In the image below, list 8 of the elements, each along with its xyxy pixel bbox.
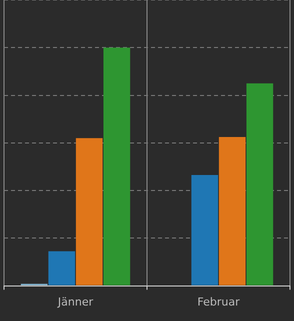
bar xyxy=(76,138,103,286)
bar xyxy=(246,83,274,286)
bar xyxy=(218,136,246,286)
x-tick-label: Jänner xyxy=(56,295,94,308)
bar xyxy=(191,175,218,286)
bar xyxy=(48,251,76,286)
x-tick-label: Februar xyxy=(197,295,240,308)
bar xyxy=(103,48,130,286)
